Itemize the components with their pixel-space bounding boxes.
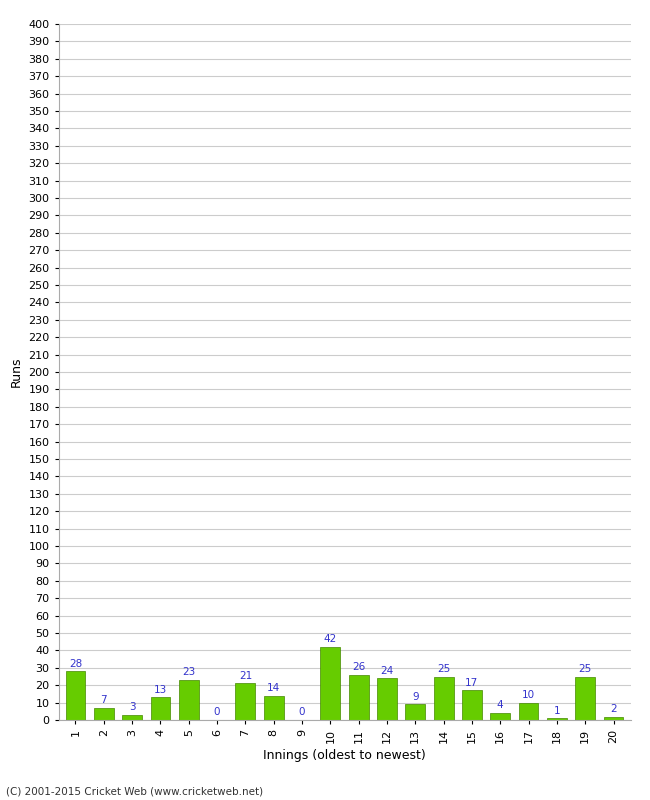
Text: 10: 10 [522, 690, 535, 700]
Bar [151, 698, 170, 720]
Text: 26: 26 [352, 662, 365, 672]
Text: 1: 1 [554, 706, 560, 716]
Y-axis label: Runs: Runs [10, 357, 23, 387]
Bar [377, 678, 397, 720]
Text: 0: 0 [214, 707, 220, 718]
Bar [547, 718, 567, 720]
Text: 9: 9 [412, 692, 419, 702]
Bar [235, 683, 255, 720]
Bar [349, 674, 369, 720]
Bar [406, 704, 425, 720]
Text: (C) 2001-2015 Cricket Web (www.cricketweb.net): (C) 2001-2015 Cricket Web (www.cricketwe… [6, 786, 264, 796]
X-axis label: Innings (oldest to newest): Innings (oldest to newest) [263, 749, 426, 762]
Text: 25: 25 [578, 664, 592, 674]
Text: 7: 7 [101, 695, 107, 706]
Bar [264, 696, 283, 720]
Bar [122, 714, 142, 720]
Text: 4: 4 [497, 701, 504, 710]
Text: 24: 24 [380, 666, 394, 676]
Text: 0: 0 [299, 707, 305, 718]
Text: 42: 42 [324, 634, 337, 644]
Text: 14: 14 [267, 683, 280, 693]
Bar [320, 647, 340, 720]
Bar [575, 677, 595, 720]
Bar [462, 690, 482, 720]
Text: 28: 28 [69, 658, 82, 669]
Bar [434, 677, 454, 720]
Bar [66, 671, 85, 720]
Text: 17: 17 [465, 678, 478, 688]
Text: 3: 3 [129, 702, 135, 712]
Text: 25: 25 [437, 664, 450, 674]
Bar [179, 680, 199, 720]
Bar [604, 717, 623, 720]
Text: 23: 23 [182, 667, 196, 678]
Text: 21: 21 [239, 671, 252, 681]
Bar [519, 702, 538, 720]
Text: 2: 2 [610, 704, 617, 714]
Bar [94, 708, 114, 720]
Bar [490, 713, 510, 720]
Text: 13: 13 [154, 685, 167, 694]
